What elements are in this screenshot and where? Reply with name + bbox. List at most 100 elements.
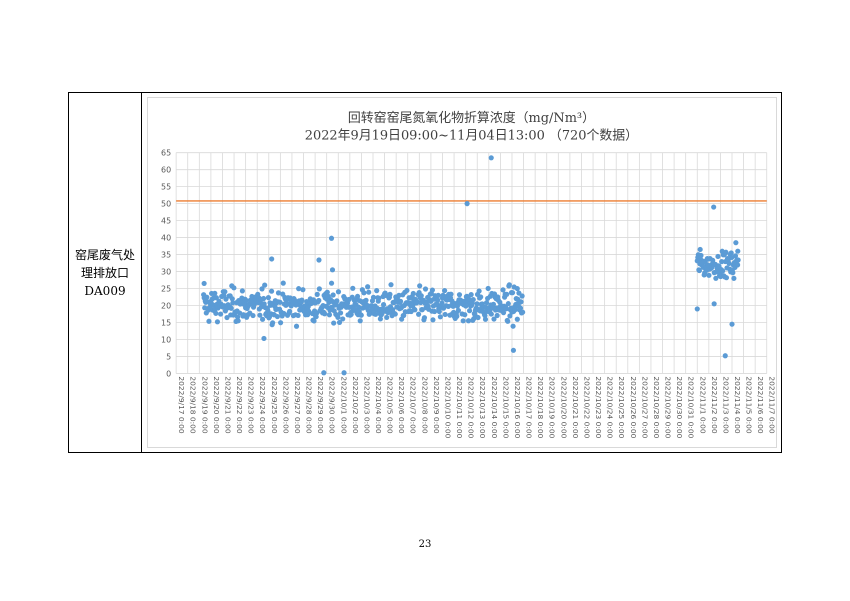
data-point [229,296,235,302]
data-point [517,305,524,311]
data-point [509,290,516,296]
data-point [500,287,506,293]
data-point [410,290,416,297]
outlet-label-line-2: 理排放口 [80,265,129,280]
data-point [335,314,341,320]
x-tick-label: 2022/10/2 0:00 [351,376,360,433]
data-point [366,289,372,295]
data-point [723,249,729,255]
x-tick-label: 2022/11/3 0:00 [721,376,730,433]
data-point [321,370,327,376]
emission-table: 窑尾废气处 理排放口 DA009 回转窑窑尾氮氧化物折算浓度（mg/Nm³） 20… [68,92,782,453]
data-point [331,320,337,326]
data-point [330,292,336,298]
data-point [503,306,509,312]
data-point [470,296,476,303]
data-point [269,256,275,262]
data-point [507,313,513,319]
data-point [335,289,342,295]
data-point [265,308,271,314]
data-point [706,272,712,278]
data-point [456,292,463,298]
y-tick-label: 30 [161,268,171,277]
data-point [296,286,302,292]
y-tick-label: 65 [161,149,171,158]
data-point [732,253,739,259]
data-point [388,282,394,288]
nox-scatter-chart: 回转窑窑尾氮氧化物折算浓度（mg/Nm³） 2022年9月19日09:00~11月… [161,110,776,439]
data-point [235,318,241,324]
outlet-label-cell: 窑尾废气处 理排放口 DA009 [69,93,142,452]
data-point [265,295,271,301]
data-point [314,291,320,297]
data-points [201,155,741,376]
x-tick-label: 2022/10/20 0:00 [559,376,568,438]
x-tick-label: 2022/10/25 0:00 [617,376,626,438]
data-point [334,298,340,304]
y-tick-label: 25 [161,285,171,294]
data-point [462,312,468,318]
data-point [262,282,268,288]
data-point [448,291,454,297]
y-tick-label: 50 [161,200,171,209]
x-tick-label: 2022/10/1 0:00 [339,376,348,433]
data-point [439,300,445,306]
data-point [354,293,361,299]
data-point [293,323,300,329]
data-point [711,204,717,210]
x-tick-label: 2022/10/9 0:00 [432,376,441,433]
data-point [287,308,293,314]
x-tick-label: 2022/10/30 0:00 [675,376,684,438]
data-point [730,270,736,276]
data-point [328,235,335,241]
data-point [500,310,507,316]
data-point [715,253,721,260]
data-point [431,308,438,315]
data-point [380,302,387,308]
data-point [468,292,474,298]
data-point [520,309,526,315]
data-point [341,370,347,376]
data-point [213,295,219,301]
data-point [733,240,739,246]
data-point [512,307,518,313]
y-tick-label: 55 [161,183,171,192]
x-tick-label: 2022/9/25 0:00 [270,376,279,433]
data-point [465,318,472,324]
data-point [228,305,234,311]
data-point [416,311,422,317]
data-point [278,320,284,326]
data-point [505,301,511,307]
data-point [478,294,484,300]
data-point [442,311,448,318]
x-tick-label: 2022/9/18 0:00 [189,376,198,433]
data-point [376,295,382,301]
x-tick-label: 2022/10/26 0:00 [629,376,638,438]
x-tick-label: 2022/11/2 0:00 [710,376,719,433]
data-point [257,312,263,318]
y-tick-label: 20 [161,301,171,310]
x-tick-label: 2022/9/29 0:00 [316,376,325,433]
x-tick-label: 2022/10/14 0:00 [490,376,499,438]
x-tick-label: 2022/10/31 0:00 [687,376,696,438]
data-point [514,316,520,322]
data-point [329,267,336,273]
data-point [455,307,462,313]
data-point [735,257,741,263]
data-point [311,318,317,324]
data-point [295,312,301,318]
data-point [280,280,286,286]
data-point [514,285,520,292]
data-point [338,310,344,316]
data-point [392,311,398,317]
data-point [463,303,469,309]
data-point [397,298,404,304]
data-point [506,282,512,288]
x-tick-label: 2022/10/5 0:00 [386,376,395,433]
chart-subtitle: 2022年9月19日09:00~11月04日13:00 （720个数据） [305,129,638,144]
data-point [206,318,212,324]
data-point [357,318,363,324]
data-point [728,250,734,256]
data-point [261,295,267,302]
data-point [519,293,525,299]
